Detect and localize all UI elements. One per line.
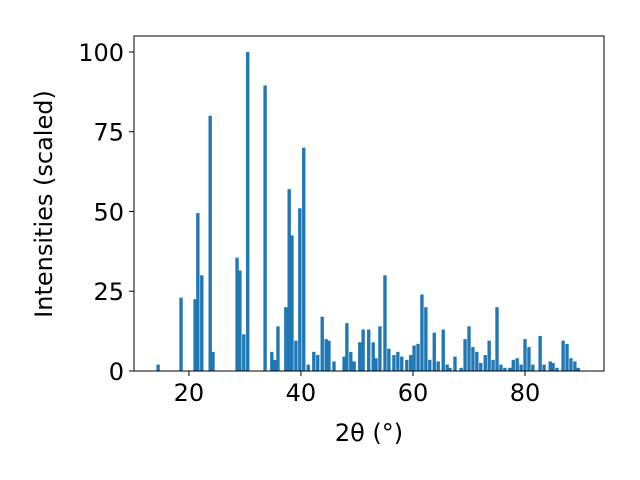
bar (412, 345, 416, 371)
bar (332, 361, 336, 371)
bar (555, 367, 559, 371)
bar (409, 355, 413, 371)
bar (392, 355, 396, 371)
bar (208, 115, 212, 371)
bar (499, 364, 503, 371)
bar (479, 363, 483, 371)
bar (515, 358, 519, 371)
x-tick-label: 60 (398, 379, 429, 407)
bar (561, 340, 565, 371)
bar (345, 323, 349, 371)
bar (511, 359, 515, 371)
bar (327, 340, 331, 371)
bar (371, 342, 375, 371)
bar (211, 351, 215, 371)
bar (349, 351, 353, 371)
bar (246, 51, 250, 371)
bar (324, 339, 328, 371)
bar (383, 275, 387, 371)
y-tick-label: 0 (109, 358, 124, 386)
bar (298, 208, 302, 371)
bar (276, 326, 280, 371)
bar (542, 364, 546, 371)
bar (193, 299, 197, 371)
bar (396, 351, 400, 371)
bar (342, 356, 346, 371)
bar (273, 359, 277, 371)
bar (527, 347, 531, 371)
bar (196, 213, 200, 371)
bar (467, 326, 471, 371)
bar (475, 351, 479, 371)
bar (576, 367, 580, 371)
bar (569, 358, 573, 371)
bar (242, 334, 246, 371)
bar (235, 257, 239, 371)
bar (538, 335, 542, 371)
bar (471, 347, 475, 371)
bar (428, 359, 432, 371)
bar (312, 351, 316, 371)
bar (263, 85, 267, 371)
bar (179, 297, 183, 371)
bar (374, 358, 378, 371)
bar (424, 307, 428, 371)
plot-frame (133, 35, 605, 372)
bar (290, 235, 294, 371)
bar (523, 339, 527, 371)
bar (306, 364, 310, 371)
bar (445, 364, 449, 371)
bar (441, 329, 445, 371)
bar (238, 270, 242, 371)
bar (302, 147, 306, 371)
bar (491, 359, 495, 371)
y-axis-label: Intensities (scaled) (30, 90, 58, 318)
bar (487, 340, 491, 371)
bar (316, 355, 320, 371)
bar (432, 332, 436, 371)
bar (400, 356, 404, 371)
bar (463, 339, 467, 371)
bar (551, 363, 555, 371)
bar (448, 367, 452, 371)
bar (361, 329, 365, 371)
x-tick-label: 20 (174, 379, 205, 407)
bar (270, 351, 274, 371)
bar (284, 307, 288, 371)
bar (420, 294, 424, 371)
bar (358, 342, 362, 371)
bar (378, 326, 382, 371)
bar (320, 316, 324, 371)
bar (508, 367, 512, 371)
bar (387, 348, 391, 371)
bar (483, 355, 487, 371)
bar (416, 343, 420, 371)
bar (453, 356, 457, 371)
y-tick-label: 50 (93, 198, 124, 226)
y-tick-label: 100 (78, 39, 124, 67)
x-tick-label: 80 (510, 379, 541, 407)
bar (565, 343, 569, 371)
bar (531, 364, 535, 371)
y-tick-label: 75 (93, 119, 124, 147)
bar (367, 329, 371, 371)
bar (352, 361, 356, 371)
bar (436, 361, 440, 371)
bar (573, 361, 577, 371)
bar (156, 364, 160, 371)
bar (503, 367, 507, 371)
x-tick-label: 40 (286, 379, 317, 407)
x-axis-label: 2θ (°) (335, 419, 403, 447)
bar (294, 340, 298, 371)
bar (405, 359, 409, 371)
bar (548, 361, 552, 371)
bar (519, 364, 523, 371)
bar (459, 367, 463, 371)
bar (287, 189, 291, 371)
y-tick-label: 25 (93, 278, 124, 306)
bar (200, 275, 204, 371)
bar (495, 307, 499, 371)
